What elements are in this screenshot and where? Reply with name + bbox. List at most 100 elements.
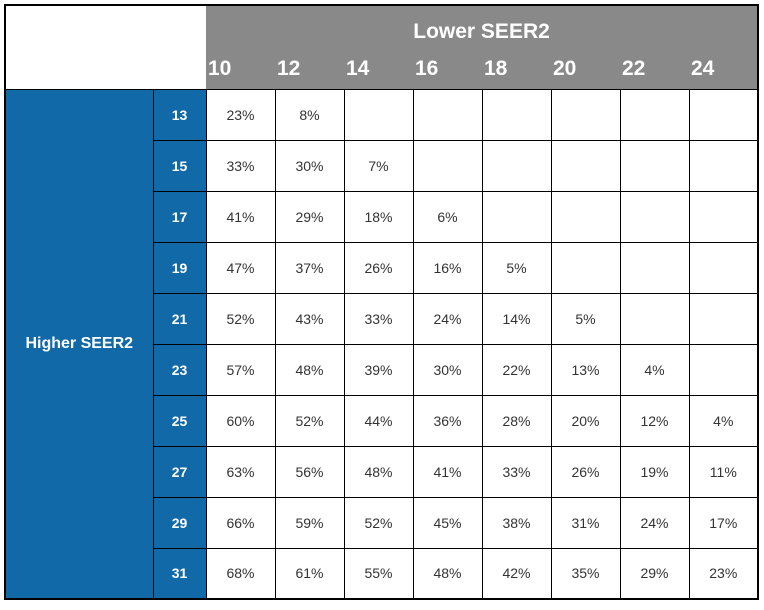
row-header-21: 21 <box>152 292 207 345</box>
cell-17-24 <box>688 190 759 243</box>
cell-19-24 <box>688 241 759 294</box>
cell-13-12: 8% <box>274 88 345 141</box>
table-row-31: 31 68% 61% 55% 48% 42% 35% 29% 23% <box>5 547 759 600</box>
cell-27-16: 41% <box>412 445 483 498</box>
cell-17-18 <box>481 190 552 243</box>
cell-27-12: 56% <box>274 445 345 498</box>
cell-23-20: 13% <box>550 343 621 396</box>
row-header-15: 15 <box>152 139 207 192</box>
cell-25-22: 12% <box>619 394 690 447</box>
cell-13-24 <box>688 88 759 141</box>
cell-27-14: 48% <box>343 445 414 498</box>
cell-25-18: 28% <box>481 394 552 447</box>
cell-29-24: 17% <box>688 496 759 549</box>
cell-19-10: 47% <box>205 241 276 294</box>
cell-21-20: 5% <box>550 292 621 345</box>
cell-13-18 <box>481 88 552 141</box>
cell-31-14: 55% <box>343 547 414 600</box>
cell-21-18: 14% <box>481 292 552 345</box>
column-headers-row: 10 12 14 16 18 20 22 24 <box>5 49 759 89</box>
cell-29-20: 31% <box>550 496 621 549</box>
table-row-15: 15 33% 30% 7% <box>5 139 759 192</box>
cell-29-22: 24% <box>619 496 690 549</box>
cell-27-18: 33% <box>481 445 552 498</box>
table-row-17: 17 41% 29% 18% 6% <box>5 190 759 243</box>
cell-29-18: 38% <box>481 496 552 549</box>
cell-23-16: 30% <box>412 343 483 396</box>
cell-19-20 <box>550 241 621 294</box>
cell-29-10: 66% <box>205 496 276 549</box>
row-header-23: 23 <box>152 343 207 396</box>
row-group-title: Higher SEER2 <box>4 88 154 600</box>
cell-15-12: 30% <box>274 139 345 192</box>
table-row-19: 19 47% 37% 26% 16% 5% <box>5 241 759 294</box>
table-row-29: 29 66% 59% 52% 45% 38% 31% 24% 17% <box>5 496 759 549</box>
cell-19-14: 26% <box>343 241 414 294</box>
cell-25-12: 52% <box>274 394 345 447</box>
row-header-25: 25 <box>152 394 207 447</box>
cell-29-12: 59% <box>274 496 345 549</box>
row-header-29: 29 <box>152 496 207 549</box>
cell-21-12: 43% <box>274 292 345 345</box>
cell-13-20 <box>550 88 621 141</box>
cell-27-20: 26% <box>550 445 621 498</box>
cell-31-12: 61% <box>274 547 345 600</box>
table-row-25: 25 60% 52% 44% 36% 28% 20% 12% 4% <box>5 394 759 447</box>
cell-13-16 <box>412 88 483 141</box>
cell-15-20 <box>550 139 621 192</box>
cell-21-14: 33% <box>343 292 414 345</box>
cell-31-24: 23% <box>688 547 759 600</box>
row-header-27: 27 <box>152 445 207 498</box>
cell-25-14: 44% <box>343 394 414 447</box>
column-header-22: 22 <box>620 49 689 89</box>
cell-31-10: 68% <box>205 547 276 600</box>
seer2-savings-table: Lower SEER2 10 12 14 16 18 20 22 24 Higher SEER… <box>4 4 760 600</box>
cell-25-10: 60% <box>205 394 276 447</box>
seer2-savings-table-container: Lower SEER2 10 12 14 16 18 20 22 24 Higher SEER… <box>4 4 760 600</box>
cell-17-20 <box>550 190 621 243</box>
cell-15-18 <box>481 139 552 192</box>
cell-23-10: 57% <box>205 343 276 396</box>
cell-17-12: 29% <box>274 190 345 243</box>
column-group-title: Lower SEER2 <box>206 5 759 49</box>
cell-25-16: 36% <box>412 394 483 447</box>
row-header-19: 19 <box>152 241 207 294</box>
table-row-13: Higher SEER2 13 23% 8% <box>4 88 759 600</box>
cell-19-12: 37% <box>274 241 345 294</box>
cell-31-16: 48% <box>412 547 483 600</box>
cell-25-20: 20% <box>550 394 621 447</box>
column-header-16: 16 <box>413 49 482 89</box>
cell-21-24 <box>688 292 759 345</box>
cell-25-24: 4% <box>688 394 759 447</box>
cell-27-22: 19% <box>619 445 690 498</box>
table-row-21: 21 52% 43% 33% 24% 14% 5% <box>5 292 759 345</box>
cell-19-18: 5% <box>481 241 552 294</box>
cell-27-10: 63% <box>205 445 276 498</box>
column-header-18: 18 <box>482 49 551 89</box>
cell-29-14: 52% <box>343 496 414 549</box>
corner-cell <box>5 5 206 89</box>
table-row-27: 27 63% 56% 48% 41% 33% 26% 19% 11% <box>5 445 759 498</box>
cell-27-24: 11% <box>688 445 759 498</box>
column-header-10: 10 <box>206 49 275 89</box>
column-header-14: 14 <box>344 49 413 89</box>
table-header: Lower SEER2 10 12 14 16 18 20 22 24 <box>5 5 759 89</box>
cell-19-22 <box>619 241 690 294</box>
cell-17-16: 6% <box>412 190 483 243</box>
cell-23-24 <box>688 343 759 396</box>
cell-31-20: 35% <box>550 547 621 600</box>
cell-15-10: 33% <box>205 139 276 192</box>
cell-13-22 <box>619 88 690 141</box>
cell-31-18: 42% <box>481 547 552 600</box>
cell-23-14: 39% <box>343 343 414 396</box>
cell-15-14: 7% <box>343 139 414 192</box>
cell-13-10: 23% <box>205 88 276 141</box>
row-header-17: 17 <box>152 190 207 243</box>
cell-21-16: 24% <box>412 292 483 345</box>
cell-15-16 <box>412 139 483 192</box>
row-header-31: 31 <box>152 547 207 600</box>
cell-17-22 <box>619 190 690 243</box>
cell-13-14 <box>343 88 414 141</box>
column-group-title-row: Lower SEER2 <box>5 5 759 89</box>
cell-23-18: 22% <box>481 343 552 396</box>
